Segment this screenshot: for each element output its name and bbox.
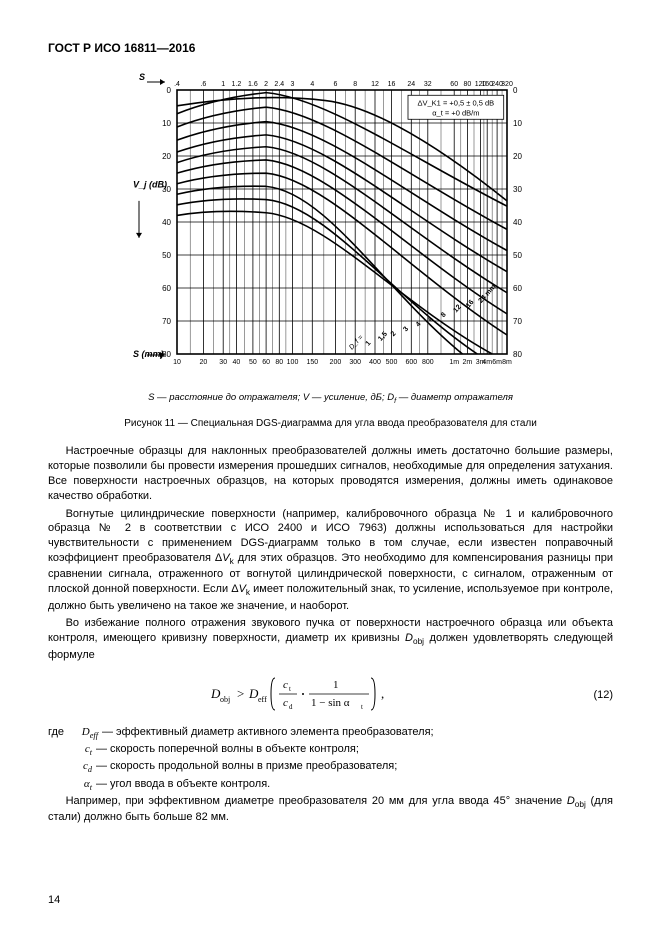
paragraph-3: Во избежание полного отражения звукового… — [48, 616, 613, 662]
where-block: где Deff — эффективный диаметр активного… — [48, 725, 613, 793]
svg-text:600: 600 — [405, 359, 417, 366]
svg-text:1: 1 — [221, 81, 225, 88]
svg-text:80: 80 — [513, 350, 522, 359]
page-number: 14 — [48, 893, 60, 908]
paragraph-4: Например, при эффективном диаметре преоб… — [48, 794, 613, 825]
svg-text:40: 40 — [162, 218, 171, 227]
svg-text:obj: obj — [220, 695, 230, 704]
svg-text:70: 70 — [162, 317, 171, 326]
dgs-chart: 0 0 10 10 20 20 30 30 40 40 50 50 60 60 70 70 80 80 .4 10 .6… — [121, 66, 541, 386]
svg-text:40: 40 — [232, 359, 240, 366]
svg-text:,: , — [381, 686, 384, 701]
svg-text:60: 60 — [162, 284, 171, 293]
svg-text:60: 60 — [262, 359, 270, 366]
svg-text:3: 3 — [402, 326, 410, 334]
svg-text:0: 0 — [166, 86, 171, 95]
svg-text:80: 80 — [275, 359, 283, 366]
svg-text:32: 32 — [423, 81, 431, 88]
svg-text:80: 80 — [463, 81, 471, 88]
equation-12: D obj > D eff c t c d 1 1 − sin α t — [48, 672, 613, 718]
svg-text:20: 20 — [513, 152, 522, 161]
paragraph-1: Настроечные образцы для наклонных преобр… — [48, 444, 613, 503]
svg-text:10: 10 — [513, 119, 522, 128]
chart-legend: S — расстояние до отражателя; V — усилен… — [48, 392, 613, 407]
svg-text:8: 8 — [353, 81, 357, 88]
svg-text:4: 4 — [414, 321, 422, 329]
svg-text:70: 70 — [513, 317, 522, 326]
svg-text:2: 2 — [264, 81, 268, 88]
svg-text:1.2: 1.2 — [231, 81, 241, 88]
svg-text:eff: eff — [258, 695, 267, 704]
svg-text:α_t = +0 dB/m: α_t = +0 dB/m — [432, 108, 479, 117]
svg-text:50: 50 — [513, 251, 522, 260]
figure-caption: Рисунок 11 — Специальная DGS-диаграмма д… — [48, 417, 613, 431]
svg-text:500: 500 — [385, 359, 397, 366]
svg-text:1: 1 — [333, 679, 339, 691]
svg-text:1: 1 — [364, 340, 372, 348]
svg-text:40: 40 — [513, 218, 522, 227]
svg-text:c: c — [283, 697, 288, 709]
svg-text:1.6: 1.6 — [248, 81, 258, 88]
svg-text:0: 0 — [513, 86, 518, 95]
svg-text:D_f =: D_f = — [348, 334, 365, 351]
svg-text:>: > — [237, 686, 244, 701]
svg-text:3: 3 — [290, 81, 294, 88]
doc-header: ГОСТ Р ИСО 16811—2016 — [48, 40, 613, 56]
svg-text:50: 50 — [249, 359, 257, 366]
equation-number: (12) — [573, 688, 613, 703]
svg-text:.4: .4 — [174, 81, 180, 88]
svg-text:12: 12 — [371, 81, 379, 88]
page: ГОСТ Р ИСО 16811—2016 0 0 10 10 20 20 30 30 40 40… — [0, 0, 661, 936]
svg-text:2: 2 — [389, 330, 397, 338]
svg-text:6: 6 — [333, 81, 337, 88]
svg-text:10: 10 — [162, 119, 171, 128]
svg-text:6m: 6m — [492, 359, 502, 366]
svg-text:8m: 8m — [502, 359, 512, 366]
svg-text:60: 60 — [450, 81, 458, 88]
svg-text:150: 150 — [306, 359, 318, 366]
svg-text:c: c — [283, 679, 288, 691]
svg-text:4: 4 — [310, 81, 314, 88]
svg-text:100: 100 — [286, 359, 298, 366]
svg-text:50: 50 — [162, 251, 171, 260]
svg-text:60: 60 — [513, 284, 522, 293]
svg-text:ΔV_K1 = +0,5 ± 0,5 dB: ΔV_K1 = +0,5 ± 0,5 dB — [417, 98, 494, 107]
svg-text:30: 30 — [513, 185, 522, 194]
svg-text:1 − sin α: 1 − sin α — [311, 697, 350, 709]
svg-text:20: 20 — [162, 152, 171, 161]
svg-text:800: 800 — [421, 359, 433, 366]
svg-text:20: 20 — [199, 359, 207, 366]
svg-text:d: d — [289, 703, 293, 711]
svg-text:S: S — [139, 72, 145, 82]
svg-text:200: 200 — [329, 359, 341, 366]
svg-text:320: 320 — [501, 81, 513, 88]
svg-text:24: 24 — [407, 81, 415, 88]
paragraph-2: Вогнутые цилиндрические поверхности (нап… — [48, 507, 613, 614]
svg-text:400: 400 — [369, 359, 381, 366]
svg-text:V_j (dB): V_j (dB) — [133, 180, 167, 190]
svg-text:2m: 2m — [462, 359, 472, 366]
svg-text:2.4: 2.4 — [274, 81, 284, 88]
svg-text:30: 30 — [219, 359, 227, 366]
svg-text:.6: .6 — [200, 81, 206, 88]
svg-text:1m: 1m — [449, 359, 459, 366]
svg-text:t: t — [361, 703, 363, 711]
dgs-chart-svg: 0 0 10 10 20 20 30 30 40 40 50 50 60 60 70 70 80 80 .4 10 .6… — [121, 66, 541, 386]
svg-text:10: 10 — [173, 359, 181, 366]
svg-text:1,5: 1,5 — [377, 331, 389, 343]
svg-text:4m: 4m — [482, 359, 492, 366]
svg-text:300: 300 — [349, 359, 361, 366]
svg-text:16: 16 — [387, 81, 395, 88]
svg-text:S (mm): S (mm) — [133, 349, 164, 359]
svg-text:t: t — [289, 685, 291, 693]
equation-body: D obj > D eff c t c d 1 1 − sin α t — [48, 672, 573, 718]
